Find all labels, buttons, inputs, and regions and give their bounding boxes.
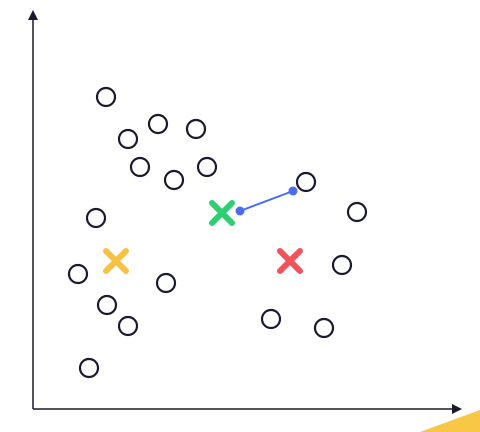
centroid-green-stroke-b	[209, 200, 235, 226]
data-point	[196, 156, 218, 178]
data-point	[117, 128, 139, 150]
centroid-yellow-marker	[103, 248, 129, 274]
data-point	[260, 308, 282, 330]
data-point	[313, 317, 335, 339]
centroid-yellow-stroke-b	[103, 248, 129, 274]
y-axis-arrow	[28, 10, 38, 20]
data-point	[163, 169, 185, 191]
data-points	[67, 86, 368, 379]
data-point	[185, 118, 207, 140]
link-start-dot	[235, 206, 245, 216]
data-point	[346, 201, 368, 223]
centroids	[103, 200, 303, 274]
x-axis-arrow	[452, 404, 462, 414]
axes	[28, 10, 462, 414]
data-point	[155, 272, 177, 294]
data-point	[95, 86, 117, 108]
data-point	[85, 207, 107, 229]
centroid-green-marker	[209, 200, 235, 226]
data-point	[117, 315, 139, 337]
corner-accent-shape	[420, 410, 480, 432]
data-point	[96, 294, 118, 316]
centroid-red-stroke-b	[277, 248, 303, 274]
data-point	[147, 113, 169, 135]
data-point	[295, 171, 317, 193]
data-point	[78, 357, 100, 379]
data-point	[129, 156, 151, 178]
distance-link	[235, 186, 298, 216]
centroid-red-marker	[277, 248, 303, 274]
data-point	[331, 254, 353, 276]
data-point	[67, 263, 89, 285]
link-line	[239, 190, 294, 212]
link-end-dot	[288, 186, 298, 196]
